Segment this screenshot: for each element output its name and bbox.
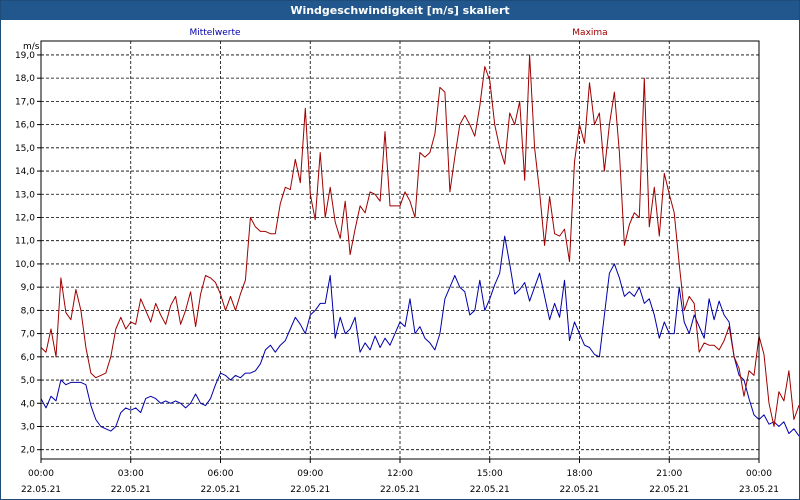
x-tick-time: 12:00 (387, 469, 413, 479)
x-tick-time: 00:00 (28, 469, 54, 479)
x-tick-time: 21:00 (656, 469, 682, 479)
x-tick-date: 22.05.21 (559, 485, 599, 495)
plot-frame (40, 40, 760, 460)
x-tick-time: 18:00 (567, 469, 593, 479)
x-tick-date: 23.05.21 (739, 485, 779, 495)
y-tick-label: 7,0 (21, 330, 36, 340)
x-tick-date: 22.05.21 (21, 485, 61, 495)
legend-maxima: Maxima (572, 28, 607, 38)
y-tick-label: 4,0 (21, 399, 36, 409)
y-tick-label: 12,0 (15, 213, 35, 223)
y-tick-label: 18,0 (15, 74, 35, 84)
y-axis-ticks: 2,0 3,0 4,0 5,0 6,0 7,0 8,0 9,0 10,0 11,0 12,0 13,0… (15, 51, 41, 456)
y-tick-label: 15,0 (15, 144, 35, 154)
x-tick-time: 00:00 (746, 469, 772, 479)
y-tick-label: 19,0 (15, 51, 35, 61)
x-tick-date: 22.05.21 (649, 485, 689, 495)
y-tick-label: 11,0 (15, 237, 35, 247)
x-tick-date: 22.05.21 (470, 485, 510, 495)
y-tick-label: 13,0 (15, 190, 35, 200)
x-tick-time: 15:00 (477, 469, 503, 479)
x-tick-time: 06:00 (208, 469, 234, 479)
y-tick-label: 17,0 (15, 97, 35, 107)
y-tick-label: 9,0 (21, 283, 36, 293)
x-tick-date: 22.05.21 (290, 485, 330, 495)
y-tick-label: 16,0 (15, 121, 35, 131)
legend-mittelwerte: Mittelwerte (189, 28, 240, 38)
y-tick-label: 10,0 (15, 260, 35, 270)
y-tick-label: 6,0 (21, 353, 36, 363)
x-axis-ticks: 00:00 22.05.21 03:00 22.05.21 06:00 22.05.21 0… (21, 459, 779, 495)
y-tick-label: 3,0 (21, 422, 36, 432)
x-tick-date: 22.05.21 (111, 485, 151, 495)
y-tick-label: 14,0 (15, 167, 35, 177)
y-tick-label: 2,0 (21, 446, 36, 456)
x-tick-time: 03:00 (118, 469, 144, 479)
x-tick-date: 22.05.21 (380, 485, 420, 495)
window-title: Windgeschwindigkeit [m/s] skaliert (1, 1, 799, 20)
x-tick-time: 09:00 (297, 469, 323, 479)
y-tick-label: 8,0 (21, 306, 36, 316)
series-line-mittelwerte (40, 235, 799, 437)
series-layer (40, 54, 799, 437)
y-axis-label: m/s (23, 42, 40, 52)
x-tick-date: 22.05.21 (200, 485, 240, 495)
y-tick-label: 5,0 (21, 376, 36, 386)
grid (41, 41, 759, 459)
series-line-maxima (40, 54, 799, 427)
